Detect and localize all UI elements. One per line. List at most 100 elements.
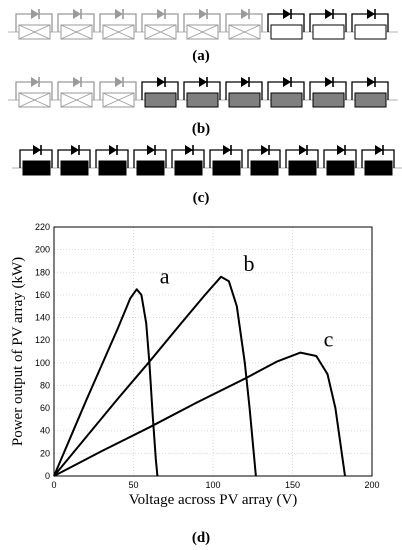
pv-module-box (212, 160, 241, 176)
pv-module-partial (351, 77, 389, 108)
pv-string-c (12, 145, 402, 176)
bypass-diode-icon (283, 77, 291, 87)
pv-module-box (250, 160, 279, 176)
pv-module-shaded (15, 9, 53, 40)
pv-module-shaded (99, 9, 137, 40)
y-tick-label: 160 (35, 290, 50, 300)
y-tick-label: 0 (45, 471, 50, 481)
pv-module-partial (267, 77, 305, 108)
bypass-diode-icon (115, 77, 123, 87)
y-tick-label: 20 (40, 448, 50, 458)
pv-module-box (60, 160, 89, 176)
pv-module-partial (309, 77, 347, 108)
y-tick-label: 40 (40, 426, 50, 436)
pv-module-full (19, 145, 53, 176)
bypass-diode-icon (325, 9, 333, 19)
pv-string-b (8, 77, 398, 108)
x-tick-label: 200 (364, 480, 379, 490)
bypass-diode-icon (241, 77, 249, 87)
pv-module-box (174, 160, 203, 176)
y-tick-label: 60 (40, 403, 50, 413)
x-tick-label: 50 (128, 480, 138, 490)
pv-module-full (247, 145, 281, 176)
pv-module-unshaded (267, 9, 305, 40)
x-tick-label: 100 (205, 480, 220, 490)
pv-module-partial (183, 77, 221, 108)
pv-module-partial (225, 77, 263, 108)
y-tick-label: 180 (35, 267, 50, 277)
bypass-diode-icon (367, 9, 375, 19)
pv-module-box (228, 92, 261, 108)
pv-module-box (312, 92, 345, 108)
bypass-diode-icon (199, 77, 207, 87)
panel-label-c: (c) (192, 190, 210, 206)
pv-module-shaded (15, 77, 53, 108)
pv-module-full (95, 145, 129, 176)
pv-module-full (209, 145, 243, 176)
pv-string-a (8, 9, 398, 40)
pv-module-box (364, 160, 393, 176)
y-tick-label: 140 (35, 313, 50, 323)
pv-module-box (136, 160, 165, 176)
pv-module-shaded (57, 77, 95, 108)
pv-module-shaded (141, 9, 179, 40)
bypass-diode-icon (157, 77, 165, 87)
bypass-diode-icon (261, 145, 269, 155)
series-label-b: b (243, 251, 254, 276)
bypass-diode-icon (185, 145, 193, 155)
x-tick-label: 150 (285, 480, 300, 490)
bypass-diode-icon (157, 9, 165, 19)
bypass-diode-icon (109, 145, 117, 155)
bypass-diode-icon (31, 9, 39, 19)
bypass-diode-icon (115, 9, 123, 19)
bypass-diode-icon (299, 145, 307, 155)
bypass-diode-icon (199, 9, 207, 19)
pv-module-box (288, 160, 317, 176)
pv-module-shaded (183, 9, 221, 40)
bypass-diode-icon (73, 77, 81, 87)
pv-module-box (312, 24, 345, 40)
y-tick-label: 120 (35, 335, 50, 345)
bypass-diode-icon (337, 145, 345, 155)
pv-module-shaded (99, 77, 137, 108)
bypass-diode-icon (325, 77, 333, 87)
pv-power-voltage-chart: 0 50 100 150 200 0 20 40 60 80 100 120 140 160 180 200 2… (10, 222, 380, 508)
panel-label-b: (b) (191, 121, 211, 137)
pv-module-shaded (225, 9, 263, 40)
pv-module-box (354, 92, 387, 108)
pv-module-box (326, 160, 355, 176)
series-label-c: c (324, 327, 334, 352)
bypass-diode-icon (73, 9, 81, 19)
bypass-diode-icon (367, 77, 375, 87)
bypass-diode-icon (375, 145, 383, 155)
pv-module-box (186, 92, 219, 108)
bypass-diode-icon (241, 9, 249, 19)
pv-module-box (270, 24, 303, 40)
series-line-a (53, 288, 159, 477)
x-axis-label: Voltage across PV array (V) (129, 492, 298, 508)
panel-label-a: (a) (192, 48, 210, 64)
pv-module-box (144, 92, 177, 108)
plot-frame (53, 226, 373, 477)
bypass-diode-icon (71, 145, 79, 155)
pv-module-full (171, 145, 205, 176)
pv-module-box (354, 24, 387, 40)
series-line-c (53, 351, 346, 477)
bypass-diode-icon (33, 145, 41, 155)
pv-module-unshaded (309, 9, 347, 40)
bypass-diode-icon (31, 77, 39, 87)
bypass-diode-icon (223, 145, 231, 155)
pv-module-full (361, 145, 395, 176)
pv-module-box (270, 92, 303, 108)
series-line-b (53, 275, 257, 477)
y-tick-label: 200 (35, 245, 50, 255)
pv-string-diagrams (8, 9, 402, 176)
series-label-a: a (160, 263, 170, 288)
pv-module-partial (141, 77, 179, 108)
pv-module-full (285, 145, 319, 176)
pv-module-box (98, 160, 127, 176)
pv-module-full (133, 145, 167, 176)
pv-module-unshaded (351, 9, 389, 40)
x-tick-label: 0 (51, 480, 56, 490)
